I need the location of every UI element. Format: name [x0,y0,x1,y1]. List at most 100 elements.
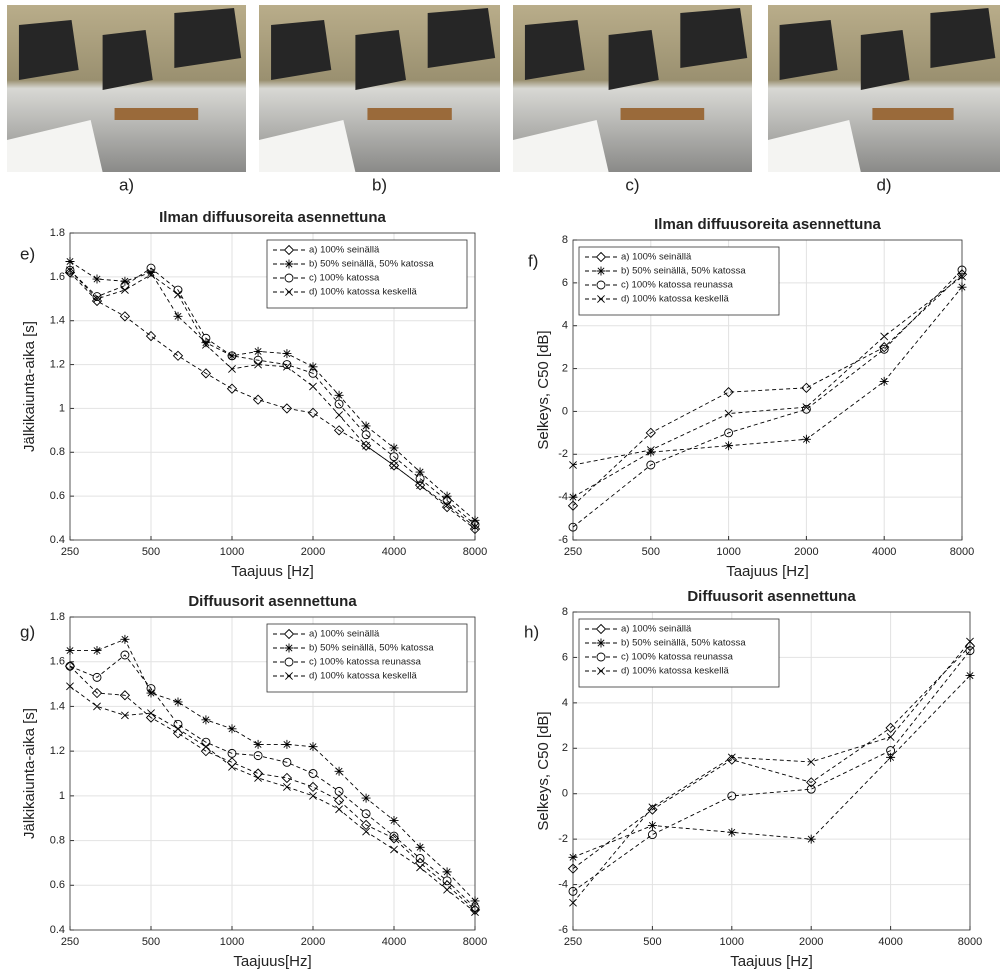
photo-diffuser [608,30,659,90]
data-point [390,845,398,854]
data-point [253,346,263,356]
photo-diffuser [271,20,332,80]
photo-diffuser [102,30,153,90]
data-point [726,754,737,765]
legend-marker [597,295,605,303]
data-point [802,403,811,412]
data-point [801,404,811,414]
data-point [226,383,238,394]
data-point [308,742,318,752]
y-tick-label: -4 [558,878,568,890]
data-point [886,746,896,756]
series-line [69,269,476,528]
panel-label: f) [528,251,538,270]
y-tick-label: 8 [562,606,568,618]
data-point [568,852,578,862]
x-tick-label: 500 [643,936,661,948]
data-point [886,733,895,741]
data-point [172,350,184,361]
legend-label: c) 100% katossa [309,273,380,284]
data-point [201,715,211,725]
data-point [966,637,974,646]
data-point [647,830,657,840]
y-tick-label: -6 [558,534,568,546]
data-point [957,282,967,292]
data-point [415,854,425,863]
plot-frame [572,611,971,931]
y-tick-label: 0 [562,788,568,800]
data-point [723,387,734,398]
data-point [146,263,156,273]
data-point [567,863,579,874]
data-point [307,781,319,793]
legend-marker [595,251,607,263]
series-line [572,675,971,858]
data-point [65,661,75,671]
series-line [572,276,963,466]
legend-marker [285,288,293,296]
data-point [646,446,655,454]
chart: -6 -4 -2 0 2 4 6 8 250 500 1000 2000 4000 8000 Ilman d… [528,216,974,580]
data-point [308,362,318,372]
data-point [66,266,74,275]
data-point [334,766,344,776]
data-point [92,646,102,656]
data-point [309,791,317,800]
x-tick-label: 1000 [716,546,740,558]
legend-marker [596,652,606,662]
data-point [390,461,398,470]
data-point [173,697,183,707]
data-point [442,867,452,877]
chart: 0.4 0.6 0.8 1 1.2 1.4 1.6 1.8 250 500 1000 2000 4000… [20,593,487,970]
y-tick-label: 8 [562,234,568,246]
y-axis-label: Selkeys, C50 [dB] [535,330,552,449]
data-point [147,709,155,718]
photo-diffuser [930,8,996,68]
photo-label: b) [372,175,387,194]
photo-diffuser [18,20,79,80]
x-tick-label: 1000 [220,936,244,948]
plot-frame [69,616,476,931]
data-point [252,394,264,405]
x-tick-label: 1000 [720,936,744,948]
y-axis-label: Jälkikaiunta-aika [s] [21,708,38,839]
data-point [885,722,896,733]
y-tick-label: 4 [562,697,568,709]
photo-diffuser [524,20,585,80]
photo-label: d) [876,175,891,194]
photo-label: c) [625,175,639,194]
y-tick-label: 6 [562,651,568,663]
x-axis-label: Taajuus [Hz] [231,563,314,580]
data-point [308,368,318,378]
data-point [362,827,371,836]
x-axis-label: Taajuus[Hz] [233,953,311,970]
data-point [727,753,736,762]
data-point [254,360,262,369]
data-point [806,784,816,794]
legend-marker [596,638,606,648]
data-point [958,272,966,281]
series-line [69,272,476,530]
legend-marker [283,628,295,640]
y-tick-label: 1 [59,790,65,802]
data-point [65,646,75,656]
data-point [253,751,263,761]
chart-title: Ilman diffuusoreita asennettuna [654,216,881,233]
photo-diffuser [355,30,407,90]
legend-label: d) 100% katossa keskellä [309,671,417,682]
x-tick-label: 1000 [220,546,244,558]
data-point [388,833,400,844]
photo-diffuser [427,8,496,68]
y-tick-label: -4 [558,491,568,503]
y-tick-label: 1.6 [50,656,65,668]
y-tick-label: 0.4 [50,534,65,546]
plot-frame [572,239,963,541]
x-tick-label: 8000 [958,936,982,948]
y-tick-label: 2 [562,362,568,374]
data-point [202,340,210,349]
series-line [572,286,963,498]
legend-label: b) 50% seinällä, 50% katossa [621,638,746,649]
x-tick-label: 4000 [872,546,896,558]
data-point [569,461,577,469]
legend-label: d) 100% katossa keskellä [309,287,417,298]
